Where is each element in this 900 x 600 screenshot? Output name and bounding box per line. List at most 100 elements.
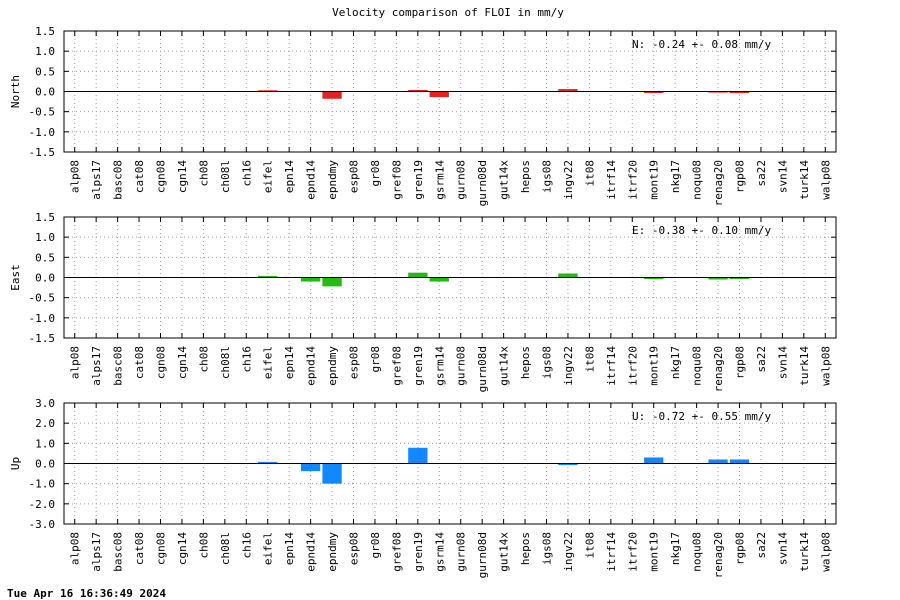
x-tick-label: gut14x <box>498 532 511 572</box>
x-tick-label: cgn14 <box>176 160 189 193</box>
x-tick-label: it08 <box>583 346 596 373</box>
y-tick-label: 0.0 <box>35 458 55 471</box>
bar-ingv22 <box>558 273 578 278</box>
x-tick-label: it08 <box>583 532 596 559</box>
x-tick-label: itrf14 <box>605 160 618 200</box>
y-tick-label: 0.0 <box>35 272 55 285</box>
x-tick-label: igs08 <box>541 532 554 565</box>
x-tick-label: cat08 <box>133 346 146 379</box>
x-tick-label: basc08 <box>112 346 125 386</box>
stat-annotation: E: -0.38 +- 0.10 mm/y <box>632 224 771 237</box>
y-tick-label: 1.0 <box>35 437 55 450</box>
x-tick-label: epndmy <box>326 346 339 386</box>
x-tick-label: sa22 <box>755 532 768 559</box>
x-tick-label: cat08 <box>133 532 146 565</box>
bar-mont19 <box>644 91 664 93</box>
y-axis-label: Up <box>9 457 22 470</box>
x-tick-label: ingv22 <box>562 532 575 572</box>
bar-eifel <box>258 275 278 278</box>
bar-gren19 <box>408 89 428 92</box>
y-axis-label: North <box>9 75 22 108</box>
x-tick-label: mont19 <box>648 532 661 572</box>
x-tick-label: ch08l <box>219 532 232 565</box>
stat-annotation: U: -0.72 +- 0.55 mm/y <box>632 410 771 423</box>
x-tick-label: rgp08 <box>734 532 747 565</box>
x-tick-label: walp08 <box>819 160 832 200</box>
x-tick-label: gref08 <box>390 532 403 572</box>
x-tick-label: alps17 <box>90 532 103 572</box>
x-tick-label: ch16 <box>240 160 253 187</box>
bar-renag20 <box>708 459 728 464</box>
x-tick-label: epnd14 <box>305 160 318 200</box>
bar-ingv22 <box>558 463 578 466</box>
x-tick-label: ch16 <box>240 532 253 559</box>
y-axis-label: East <box>9 264 22 291</box>
x-tick-label: gsrm14 <box>433 160 446 200</box>
x-tick-label: esp08 <box>348 346 361 379</box>
y-tick-label: 1.0 <box>35 45 55 58</box>
x-tick-label: basc08 <box>112 160 125 200</box>
x-tick-label: cgn08 <box>155 346 168 379</box>
x-tick-label: noqu08 <box>691 160 704 200</box>
plot-frame <box>63 402 837 525</box>
stat-annotation: N: -0.24 +- 0.08 mm/y <box>632 38 771 51</box>
x-tick-label: ch16 <box>240 346 253 373</box>
x-tick-label: gsrm14 <box>433 532 446 572</box>
x-tick-label: gurn08 <box>455 160 468 200</box>
x-tick-label: gren19 <box>412 160 425 200</box>
bar-eifel <box>258 461 278 464</box>
y-tick-label: 3.0 <box>35 397 55 410</box>
x-tick-label: gut14x <box>498 346 511 386</box>
x-tick-label: hepos <box>519 346 532 379</box>
chart-title: Velocity comparison of FLOI in mm/y <box>332 6 564 19</box>
x-tick-label: gsrm14 <box>433 346 446 386</box>
x-tick-label: nkg17 <box>669 346 682 379</box>
bar-renag20 <box>708 277 728 280</box>
x-tick-label: walp08 <box>819 532 832 572</box>
x-tick-label: gref08 <box>390 346 403 386</box>
panel-east: 1.5 1.0 0.5 0.0 -0.5 -1.0 -1.5 East E: -0.38 +- … <box>9 211 837 392</box>
y-tick-label: -1.0 <box>29 126 56 139</box>
x-tick-label: gurn08d <box>476 532 489 578</box>
x-tick-label: gut14x <box>498 160 511 200</box>
x-tick-label: itrf20 <box>626 160 639 200</box>
x-tick-label: gurn08d <box>476 160 489 206</box>
x-tick-label: hepos <box>519 160 532 193</box>
x-tick-label: nkg17 <box>669 160 682 193</box>
bar-gsrm14 <box>429 277 449 282</box>
x-tick-label: sa22 <box>755 346 768 373</box>
y-tick-label: -1.0 <box>29 312 56 325</box>
x-tick-label: ingv22 <box>562 160 575 200</box>
x-tick-label: renag20 <box>712 346 725 392</box>
x-tick-label: renag20 <box>712 532 725 578</box>
x-tick-label: gurn08 <box>455 532 468 572</box>
x-tick-label: gr08 <box>369 532 382 559</box>
x-tick-label: ch08l <box>219 160 232 193</box>
x-tick-label: itrf20 <box>626 532 639 572</box>
x-tick-label: gren19 <box>412 346 425 386</box>
bar-mont19 <box>644 457 664 464</box>
y-tick-label: -1.0 <box>29 478 56 491</box>
x-tick-label: epn14 <box>283 346 296 379</box>
x-tick-label: mont19 <box>648 160 661 200</box>
x-tick-label: ch08l <box>219 346 232 379</box>
x-tick-label: ingv22 <box>562 346 575 386</box>
bar-epnd14 <box>300 463 321 472</box>
x-tick-label: rgp08 <box>734 160 747 193</box>
x-tick-label: alp08 <box>69 346 82 379</box>
x-tick-label: sa22 <box>755 160 768 187</box>
plot-frame <box>63 30 837 153</box>
x-tick-label: turk14 <box>798 160 811 200</box>
x-tick-label: walp08 <box>819 346 832 386</box>
bar-gren19 <box>408 447 428 464</box>
x-tick-label: esp08 <box>348 160 361 193</box>
bar-epndmy <box>322 463 342 484</box>
x-tick-label: svn14 <box>776 160 789 193</box>
y-tick-label: -1.5 <box>29 146 56 159</box>
x-tick-label: cgn08 <box>155 160 168 193</box>
x-tick-label: cgn14 <box>176 532 189 565</box>
x-tick-label: itrf14 <box>605 532 618 572</box>
y-tick-label: 1.5 <box>35 25 55 38</box>
x-tick-label: alps17 <box>90 160 103 200</box>
